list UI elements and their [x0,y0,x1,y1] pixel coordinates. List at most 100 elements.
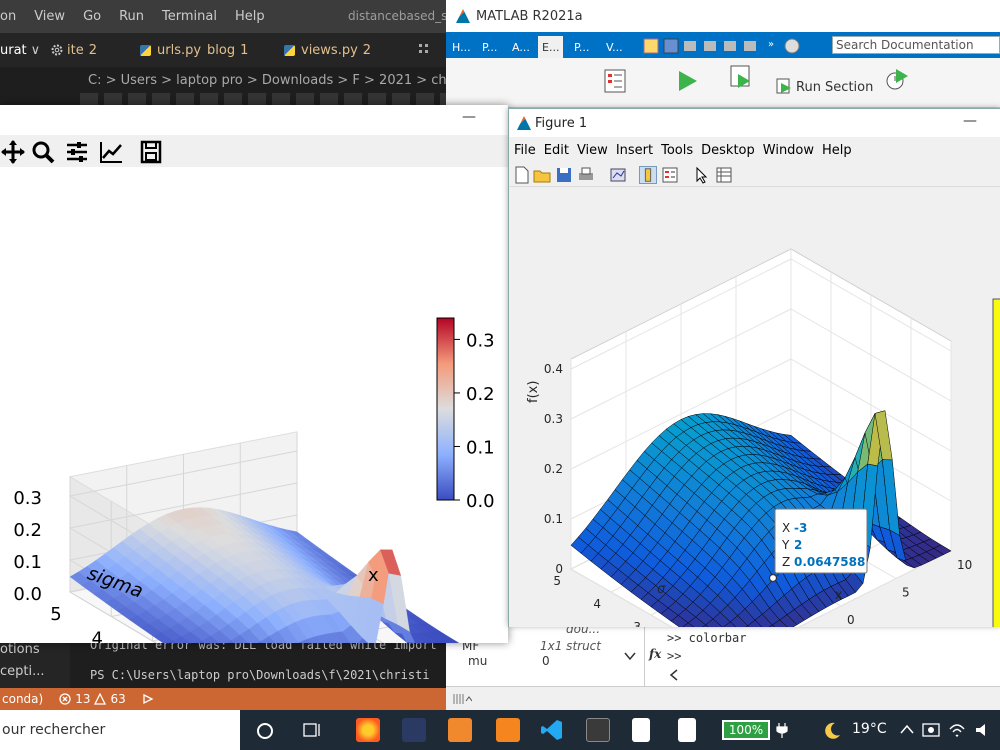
surface-facet [397,624,416,643]
run-and-advance-icon[interactable] [728,64,754,90]
scroll-left-icon[interactable] [669,669,679,681]
surface-facet [260,635,276,643]
surface-facet [315,633,332,643]
edit-axis-icon[interactable] [98,139,124,165]
surface-facet [745,625,750,627]
terminal-panel[interactable]: Original error was: DLL load failed whil… [70,638,450,688]
datatip[interactable]: X -3 Y 2 Z 0.0647588 [768,508,868,583]
tab-urls-py[interactable]: urls.py blog 1 [140,33,248,67]
cortana-icon[interactable] [256,722,274,740]
surface-facet [440,637,460,643]
tab-plots[interactable]: P... [482,40,498,54]
tab-view[interactable]: V... [606,40,623,54]
quick-access-toolbar[interactable]: » [640,35,820,57]
pdf-app-icon[interactable] [448,718,472,742]
breakpoints-icon[interactable] [602,68,628,94]
pan-icon[interactable] [0,139,26,165]
run-section-icon[interactable] [776,78,792,94]
menu-terminal[interactable]: Terminal [162,9,217,24]
temperature[interactable]: 19°C [852,721,887,737]
menu-window[interactable]: Window [762,142,815,158]
matplotlib-toolbar [0,135,508,167]
property-editor-icon[interactable] [715,166,733,184]
tab-editor[interactable]: E... [538,36,564,58]
run-icon[interactable] [674,68,700,94]
workspace-panel: MF 1x1 struct dou... mu 0 [446,622,644,686]
python-file-icon [140,44,151,56]
search-documentation-input[interactable]: Search Documentation [832,36,1000,54]
tab-urat[interactable]: urat ∨ [0,33,40,67]
chevron-down-icon: ∨ [30,42,41,58]
command-window[interactable]: >> colorbar fx >> [644,626,1000,686]
command-prompt[interactable]: >> [667,649,682,663]
tab-home[interactable]: H... [452,40,471,54]
taskbar-search-input[interactable]: our rechercher [0,710,240,750]
minimize-button[interactable]: — [462,109,476,125]
insert-colorbar-icon[interactable] [639,166,657,184]
menu-edit[interactable]: Edit [543,142,569,158]
firefox-icon[interactable] [356,718,380,742]
fx-icon[interactable]: fx [649,647,662,661]
new-figure-icon[interactable] [513,166,531,184]
print-icon[interactable] [577,166,595,184]
code-line-fragment [80,93,450,107]
datatip-z-label: Z [782,555,790,569]
document-icon[interactable] [678,718,696,742]
menu-help[interactable]: Help [234,9,265,24]
problems-indicator[interactable]: 13 63 [59,692,126,706]
menu-help[interactable]: Help [822,142,852,158]
menu-desktop[interactable]: Desktop [701,142,755,158]
menu-go[interactable]: Go [83,9,102,24]
link-plot-icon[interactable] [609,166,627,184]
python-env[interactable]: conda) [2,692,44,706]
tab-apps[interactable]: A... [512,40,530,54]
texmaker-icon[interactable] [402,718,426,742]
run-and-time-icon[interactable] [884,66,910,92]
menu-selection[interactable]: on [0,9,17,24]
screen-capture-icon[interactable] [922,721,940,739]
battery-indicator[interactable]: 100% [722,720,770,740]
insert-legend-icon[interactable] [661,166,679,184]
split-editor-icon[interactable] [418,43,430,57]
menu-insert[interactable]: Insert [615,142,654,158]
save-icon[interactable] [138,139,164,165]
task-view-icon[interactable] [302,721,322,739]
matlab-titlebar: MATLAB R2021a [446,0,1000,32]
chevron-up-icon[interactable] [900,724,914,734]
breadcrumb[interactable]: C: > Users > laptop pro > Downloads > F … [0,67,450,93]
sigma-tick-label: 4 [92,629,103,644]
surface-facet [196,640,206,643]
explorer-item[interactable]: cepti... [0,664,45,679]
vscode-icon[interactable] [540,718,564,742]
z-tick-label: 0.1 [13,552,42,573]
matplotlib-3d-axes[interactable]: −10−50510123450.00.10.20.3 x sigma 0.00.… [0,167,508,643]
tab-publish[interactable]: P... [574,40,590,54]
workspace-var-name[interactable]: mu [468,654,488,668]
pointer-icon[interactable] [693,166,711,184]
menu-tools[interactable]: Tools [661,142,694,158]
open-file-icon[interactable] [533,166,551,184]
save-figure-icon[interactable] [555,166,573,184]
configure-subplots-icon[interactable] [64,139,90,165]
sigma-tick-label: 3 [633,620,641,627]
weather-moon-icon[interactable] [822,721,842,741]
scroll-down-icon[interactable] [624,651,636,661]
tab-site[interactable]: ite 2 [50,33,97,67]
notepad-icon[interactable] [632,718,650,742]
surface-facet [423,640,437,643]
menu-view[interactable]: View [576,142,608,158]
minimize-button[interactable]: — [963,113,977,129]
run-section-label[interactable]: Run Section [796,80,874,95]
menu-file[interactable]: File [514,142,536,158]
menu-view[interactable]: View [34,9,66,24]
volume-icon[interactable] [974,721,992,739]
menu-run[interactable]: Run [119,9,145,24]
terminal-icon[interactable] [586,718,610,742]
live-share-icon[interactable] [142,693,156,705]
tab-views-py[interactable]: views.py 2 [284,33,371,67]
zoom-icon[interactable] [30,139,56,165]
sublime-text-icon[interactable] [496,718,520,742]
wifi-icon[interactable] [948,721,966,739]
explorer-item[interactable]: otions [0,642,40,657]
